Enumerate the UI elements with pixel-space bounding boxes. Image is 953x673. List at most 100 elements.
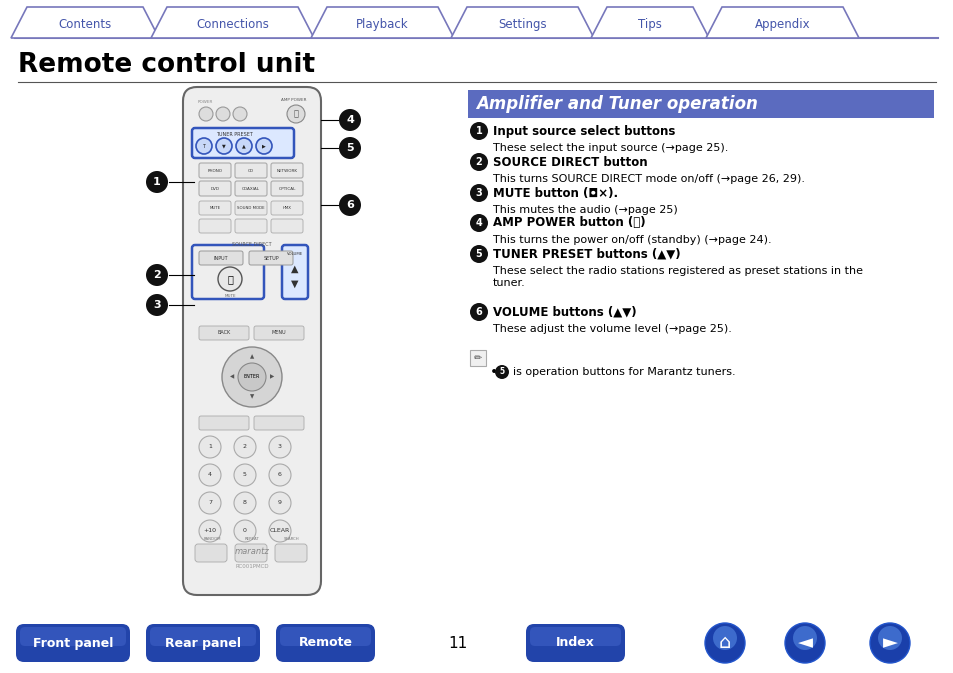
Text: Index: Index [556,637,595,649]
Text: 9: 9 [277,501,282,505]
Circle shape [199,492,221,514]
Text: 2: 2 [153,270,161,280]
Circle shape [877,626,901,650]
FancyBboxPatch shape [234,544,267,562]
Text: Input source select buttons: Input source select buttons [493,125,675,137]
Text: 5: 5 [476,249,482,259]
Circle shape [146,294,168,316]
Circle shape [146,264,168,286]
Circle shape [199,520,221,542]
Text: ▲: ▲ [250,355,253,359]
Text: These select the radio stations registered as preset stations in the: These select the radio stations register… [493,266,862,276]
Polygon shape [151,7,314,38]
Text: Remote control unit: Remote control unit [18,52,314,78]
Circle shape [222,347,282,407]
Text: RANDOM: RANDOM [203,537,220,541]
FancyBboxPatch shape [253,416,304,430]
Circle shape [269,464,291,486]
FancyBboxPatch shape [282,245,308,299]
Text: 1: 1 [153,177,161,187]
Polygon shape [705,7,858,38]
Text: 0: 0 [243,528,247,534]
Text: OPTICAL: OPTICAL [278,186,295,190]
Circle shape [470,214,488,232]
FancyBboxPatch shape [249,251,293,265]
Text: 3: 3 [277,444,282,450]
Text: Rear panel: Rear panel [165,637,241,649]
Circle shape [338,194,360,216]
FancyBboxPatch shape [199,163,231,178]
Text: SOURCE DIRECT: SOURCE DIRECT [232,242,272,247]
Text: ENTER: ENTER [244,374,260,380]
Circle shape [255,138,272,154]
Circle shape [470,153,488,171]
FancyBboxPatch shape [274,544,307,562]
Text: ⏻: ⏻ [294,110,298,118]
FancyBboxPatch shape [183,87,320,595]
Text: SEARCH: SEARCH [284,537,299,541]
FancyBboxPatch shape [16,624,130,662]
FancyBboxPatch shape [271,219,303,233]
FancyBboxPatch shape [253,326,304,340]
Circle shape [712,626,737,650]
Text: 2: 2 [243,444,247,450]
Text: 4: 4 [346,115,354,125]
Circle shape [199,436,221,458]
Circle shape [470,245,488,263]
Text: ⌂: ⌂ [718,633,730,653]
Text: ▶: ▶ [262,143,266,149]
Text: •: • [490,365,497,379]
Text: CD: CD [248,168,253,172]
Text: ◀: ◀ [230,374,233,380]
Text: 1: 1 [208,444,212,450]
FancyBboxPatch shape [199,219,231,233]
Circle shape [495,365,509,379]
Text: ▲: ▲ [242,143,246,149]
Circle shape [269,492,291,514]
Text: Connections: Connections [196,18,269,31]
Text: 4: 4 [208,472,212,478]
Text: Appendix: Appendix [754,18,809,31]
Circle shape [470,303,488,321]
Text: MUTE button (◘×).: MUTE button (◘×). [493,186,618,199]
Circle shape [287,105,305,123]
Circle shape [470,122,488,140]
Text: marantz: marantz [234,548,269,557]
Circle shape [146,171,168,193]
Circle shape [269,520,291,542]
FancyBboxPatch shape [275,624,375,662]
FancyBboxPatch shape [234,163,267,178]
Text: 5: 5 [499,367,504,376]
Text: NETWORK: NETWORK [276,168,297,172]
Circle shape [233,436,255,458]
Text: This turns SOURCE DIRECT mode on/off (→page 26, 29).: This turns SOURCE DIRECT mode on/off (→p… [493,174,804,184]
Text: TUNER PRESET: TUNER PRESET [215,132,253,137]
Text: 3: 3 [153,300,161,310]
Text: ▼: ▼ [250,394,253,400]
Text: AMP POWER: AMP POWER [281,98,306,102]
Text: 7: 7 [208,501,212,505]
FancyBboxPatch shape [192,128,294,158]
Text: POWER: POWER [198,100,213,104]
Text: ✏: ✏ [474,353,481,363]
FancyBboxPatch shape [199,201,231,215]
Circle shape [235,138,252,154]
Text: 8: 8 [243,501,247,505]
Circle shape [218,267,242,291]
Circle shape [199,107,213,121]
Text: PHONO: PHONO [208,168,222,172]
Text: Contents: Contents [58,18,112,31]
Text: These select the input source (→page 25).: These select the input source (→page 25)… [493,143,727,153]
Text: 3: 3 [476,188,482,198]
FancyBboxPatch shape [271,181,303,196]
Text: 6: 6 [476,307,482,317]
Text: This turns the power on/off (standby) (→page 24).: This turns the power on/off (standby) (→… [493,235,771,245]
FancyBboxPatch shape [199,181,231,196]
Text: This mutes the audio (→page 25): This mutes the audio (→page 25) [493,205,677,215]
FancyBboxPatch shape [525,624,624,662]
Text: Amplifier and Tuner operation: Amplifier and Tuner operation [476,95,757,113]
FancyBboxPatch shape [271,163,303,178]
Text: MUTE: MUTE [210,206,220,210]
Text: INPUT: INPUT [213,256,228,260]
Text: REPEAT: REPEAT [244,537,259,541]
